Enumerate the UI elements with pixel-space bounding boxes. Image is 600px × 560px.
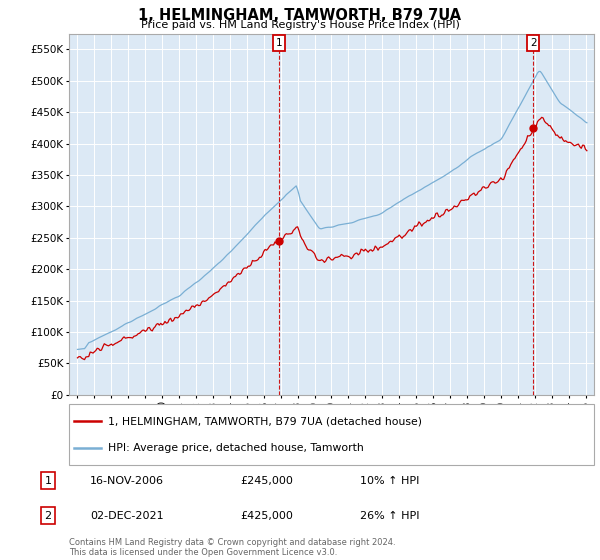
Text: £425,000: £425,000 (240, 511, 293, 521)
Text: 1, HELMINGHAM, TAMWORTH, B79 7UA: 1, HELMINGHAM, TAMWORTH, B79 7UA (139, 8, 461, 24)
Text: HPI: Average price, detached house, Tamworth: HPI: Average price, detached house, Tamw… (109, 443, 364, 453)
FancyBboxPatch shape (69, 404, 594, 465)
Text: Contains HM Land Registry data © Crown copyright and database right 2024.
This d: Contains HM Land Registry data © Crown c… (69, 538, 395, 557)
Text: 2: 2 (44, 511, 52, 521)
Text: 10% ↑ HPI: 10% ↑ HPI (360, 476, 419, 486)
Text: 1, HELMINGHAM, TAMWORTH, B79 7UA (detached house): 1, HELMINGHAM, TAMWORTH, B79 7UA (detach… (109, 416, 422, 426)
Text: 16-NOV-2006: 16-NOV-2006 (90, 476, 164, 486)
Text: 2: 2 (530, 38, 536, 48)
Text: 02-DEC-2021: 02-DEC-2021 (90, 511, 164, 521)
Text: 1: 1 (44, 476, 52, 486)
Text: £245,000: £245,000 (240, 476, 293, 486)
Text: 26% ↑ HPI: 26% ↑ HPI (360, 511, 419, 521)
Text: Price paid vs. HM Land Registry's House Price Index (HPI): Price paid vs. HM Land Registry's House … (140, 20, 460, 30)
Text: 1: 1 (275, 38, 282, 48)
